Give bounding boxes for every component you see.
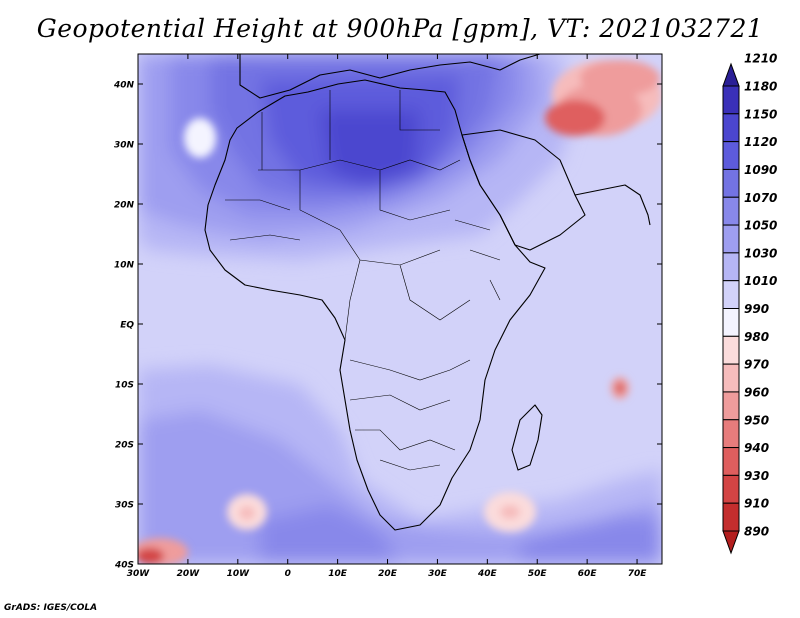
lat-label: 10S: [115, 381, 134, 391]
colorbar-segment: [722, 141, 740, 170]
colorbar-label: 980: [744, 330, 769, 344]
lon-label: 50E: [528, 569, 548, 579]
colorbar-segment: [722, 363, 740, 393]
colorbar-segment: [722, 391, 740, 421]
lat-label: 30S: [115, 501, 134, 511]
colorbar-top-triangle: [722, 62, 740, 87]
lon-label: 20W: [177, 569, 201, 579]
colorbar-label: 910: [744, 497, 769, 511]
lon-label: 70E: [628, 569, 648, 579]
lon-label: 10W: [227, 569, 251, 579]
colorbar-label: 990: [744, 302, 769, 316]
colorbar-label: 960: [744, 385, 769, 399]
map-title: Geopotential Height at 900hPa [gpm], VT:…: [36, 14, 764, 43]
africa-coastline: [204, 79, 546, 531]
colorbar-segment: [722, 280, 740, 309]
colorbar-label: 940: [744, 441, 769, 455]
colorbar-label: 950: [744, 413, 769, 427]
colorbar-label: 1210: [744, 52, 777, 66]
colorbar-bottom-triangle: [722, 530, 740, 555]
colorbar-label: 1050: [744, 219, 777, 233]
colorbar-label: 1010: [744, 274, 777, 288]
lat-label: 20N: [114, 201, 135, 211]
grads-footer: GrADS: IGES/COLA: [4, 603, 98, 613]
colorbar-label: 1150: [744, 107, 777, 121]
lon-label: 10E: [328, 569, 348, 579]
lat-label: 10N: [114, 261, 135, 271]
colorbar-label: 1120: [744, 135, 777, 149]
colorbar-label: 890: [744, 525, 769, 539]
colorbar-segment: [722, 196, 740, 226]
colorbar-label: 1090: [744, 163, 777, 177]
colorbar-label: 930: [744, 469, 769, 483]
europe-coastline: [239, 54, 541, 99]
colorbar-segment: [722, 252, 740, 282]
colorbar-segment: [722, 224, 740, 254]
lon-label: 60E: [578, 569, 598, 579]
lon-label: 40E: [477, 569, 498, 579]
colorbar-label: 1180: [744, 80, 777, 94]
colorbar-segment: [722, 447, 740, 476]
colorbar: 1210 1180 1150 1120 1090 1070 1050 1030 1010 990 9…: [722, 52, 777, 555]
colorbar-label: 970: [744, 358, 769, 372]
lat-label: 40S: [114, 561, 134, 571]
asia-coastline: [574, 184, 651, 226]
lat-label: 40N: [113, 81, 135, 91]
colorbar-segment: [722, 419, 740, 449]
colorbar-label: 1070: [744, 191, 777, 205]
colorbar-segment: [722, 113, 740, 143]
height-field: [138, 54, 662, 564]
country-borders: [225, 90, 501, 471]
lat-label: 20S: [115, 441, 134, 451]
madagascar-coastline: [511, 404, 543, 471]
arabia-coastline: [461, 129, 586, 251]
lon-label: 30W: [127, 569, 151, 579]
lon-label: 20E: [378, 569, 398, 579]
colorbar-segment: [722, 85, 740, 115]
lat-label: 30N: [114, 141, 135, 151]
lat-label: EQ: [120, 321, 134, 331]
colorbar-segment: [722, 335, 740, 365]
lon-label: 0: [285, 569, 291, 579]
colorbar-segment: [722, 308, 740, 337]
map-frame: [137, 53, 663, 565]
colorbar-segment: [722, 168, 740, 198]
colorbar-label: 1030: [744, 246, 777, 260]
colorbar-segment: [722, 502, 740, 532]
lon-label: 30E: [428, 569, 448, 579]
colorbar-segment: [722, 474, 740, 504]
